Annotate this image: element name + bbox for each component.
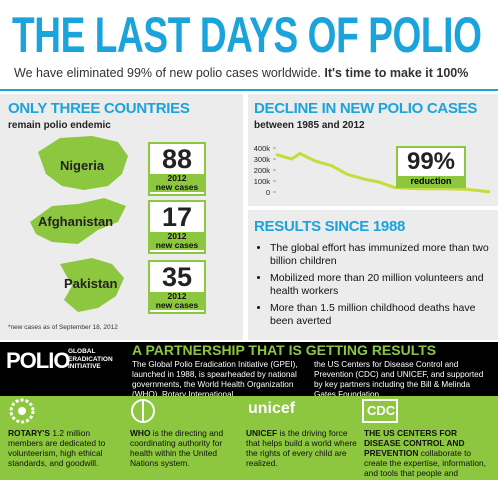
subtitle: We have eliminated 99% of new polio case… bbox=[14, 66, 468, 80]
rotary-logo bbox=[18, 407, 26, 415]
country-name: Afghanistan bbox=[38, 214, 114, 229]
partner-name: WHO bbox=[130, 428, 151, 438]
line bbox=[275, 151, 491, 194]
rotary-logo bbox=[9, 398, 35, 424]
country-name: Nigeria bbox=[60, 158, 105, 173]
partner-description: collaborate to create the expertise, inf… bbox=[364, 448, 488, 480]
y-tick-label: 200k bbox=[254, 166, 271, 175]
y-tick-label: 0 bbox=[266, 188, 270, 197]
y-tick-label: 300k bbox=[254, 155, 271, 164]
partner-name: ROTARY'S bbox=[8, 428, 51, 438]
logo-subtitle: GLOBAL ERADICATION INITIATIVE bbox=[68, 348, 128, 371]
case-label: new cases bbox=[150, 241, 204, 250]
partner-text: WHO is the directing and coordinating au… bbox=[130, 428, 238, 468]
partners-band bbox=[0, 396, 498, 480]
subtitle-emphasis: It's time to make it 100% bbox=[324, 66, 469, 80]
cdc-logo-text: CDC bbox=[367, 403, 396, 418]
partner-name: UNICEF bbox=[246, 428, 278, 438]
reduction-value: 99% bbox=[406, 148, 456, 175]
result-item: Mobilized more than 20 million volunteer… bbox=[270, 272, 492, 297]
title: THE LAST DAYS OF POLIO bbox=[12, 7, 482, 63]
y-tick-label: 100k bbox=[254, 177, 271, 186]
case-year: 2012 bbox=[150, 232, 204, 241]
logo-line: ERADICATION bbox=[68, 355, 113, 363]
section-subheading: remain polio endemic bbox=[8, 120, 111, 131]
partner-description: 1.2 million members are dedicated to vol… bbox=[8, 428, 106, 468]
case-box: 17 2012 new cases bbox=[148, 200, 206, 254]
footnote: *new cases as of September 18, 2012 bbox=[8, 324, 118, 331]
decline-chart: 0 100k 200k 300k 400k bbox=[254, 144, 491, 197]
partner-logos bbox=[9, 398, 398, 424]
afghanistan-map bbox=[30, 198, 126, 244]
y-tick-label: 400k bbox=[254, 144, 271, 153]
partner-text: ROTARY'S 1.2 million members are dedicat… bbox=[8, 428, 118, 468]
subtitle-text: We have eliminated 99% of new polio case… bbox=[14, 66, 321, 80]
result-item: More than 1.5 million childhood deaths h… bbox=[270, 302, 492, 327]
section-heading: RESULTS SINCE 1988 bbox=[254, 218, 406, 235]
case-count: 17 bbox=[161, 202, 193, 232]
logo-line: GLOBAL bbox=[68, 348, 96, 355]
partner-text: THE US CENTERS FOR DISEASE CONTROL AND P… bbox=[364, 428, 494, 480]
section-heading: DECLINE IN NEW POLIO CASES bbox=[254, 100, 478, 117]
partner-name: THE US CENTERS FOR DISEASE CONTROL AND P… bbox=[364, 428, 465, 458]
country-name: Pakistan bbox=[64, 276, 118, 291]
case-count: 88 bbox=[161, 144, 193, 174]
partner-text: UNICEF is the driving force that helps b… bbox=[246, 428, 358, 468]
partnership-text: the US Centers for Disease Control and P… bbox=[314, 360, 484, 399]
logo-polio: POLIO bbox=[6, 348, 70, 373]
who-logo bbox=[131, 399, 155, 423]
result-item: The global effort has immunized more tha… bbox=[270, 242, 492, 267]
rule bbox=[0, 89, 498, 91]
nigeria-map bbox=[38, 136, 128, 190]
partnership-text: The Global Polio Eradication Initiative … bbox=[132, 360, 298, 399]
section-heading: ONLY THREE COUNTRIES bbox=[8, 100, 190, 117]
partnership-heading: A PARTNERSHIP THAT IS GETTING RESULTS bbox=[132, 342, 437, 358]
section-subheading: between 1985 and 2012 bbox=[254, 120, 365, 131]
cdc-logo bbox=[362, 399, 398, 423]
partner-description: is the directing and coordinating author… bbox=[130, 428, 224, 468]
reduction-box: 99% reduction bbox=[396, 146, 466, 188]
partnership-band bbox=[0, 342, 498, 396]
maps bbox=[30, 136, 128, 312]
case-label: new cases bbox=[150, 301, 204, 310]
case-year: 2012 bbox=[150, 174, 204, 183]
case-count: 35 bbox=[161, 262, 193, 292]
case-year: 2012 bbox=[150, 292, 204, 301]
case-box: 35 2012 new cases bbox=[148, 260, 206, 314]
reduction-label: reduction bbox=[398, 176, 464, 186]
results-panel bbox=[248, 210, 498, 340]
partner-description: is the driving force that helps build a … bbox=[246, 428, 357, 468]
results-list: The global effort has immunized more tha… bbox=[256, 242, 492, 332]
logo-line: INITIATIVE bbox=[68, 363, 101, 370]
pakistan-map bbox=[60, 258, 124, 312]
case-label: new cases bbox=[150, 183, 204, 192]
case-box: 88 2012 new cases bbox=[148, 142, 206, 196]
unicef-logo: unicef bbox=[248, 400, 296, 417]
